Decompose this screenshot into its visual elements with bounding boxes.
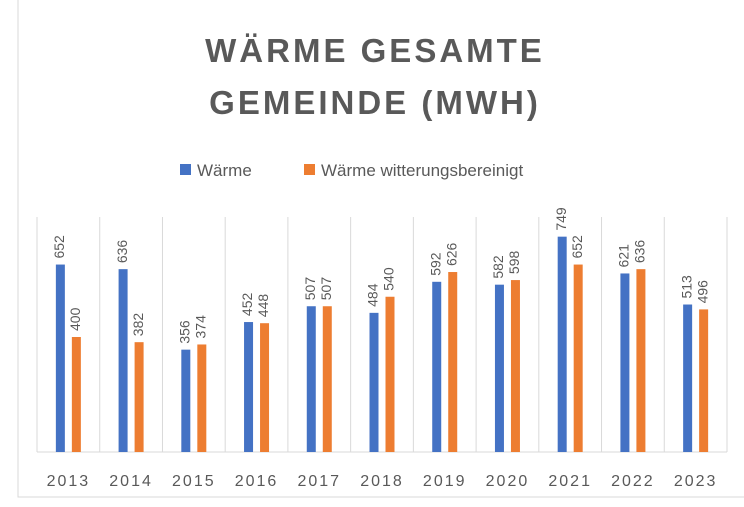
- legend-swatch: [304, 164, 315, 175]
- bar: [636, 269, 646, 452]
- data-label: 626: [443, 242, 459, 266]
- bar: [134, 342, 144, 452]
- data-label: 598: [506, 251, 522, 275]
- bar: [573, 264, 583, 452]
- bar: [494, 284, 504, 452]
- bar: [369, 312, 379, 452]
- bar: [181, 349, 191, 452]
- bar: [244, 322, 254, 452]
- data-label: 484: [365, 283, 381, 307]
- bar: [260, 323, 270, 452]
- bar: [197, 344, 207, 452]
- x-tick-label: 2023: [674, 473, 718, 490]
- x-tick-label: 2018: [360, 473, 404, 490]
- data-label: 507: [302, 277, 318, 301]
- data-label: 382: [130, 313, 146, 337]
- x-tick-label: 2021: [548, 473, 592, 490]
- bar: [620, 273, 630, 452]
- bar: [322, 306, 332, 452]
- x-tick-label: 2022: [611, 473, 655, 490]
- data-label: 374: [193, 315, 209, 339]
- bar: [557, 236, 567, 452]
- bar: [385, 296, 395, 452]
- bar: [306, 306, 316, 452]
- data-label: 400: [67, 307, 83, 331]
- data-label: 356: [177, 320, 193, 344]
- bar: [683, 304, 693, 452]
- data-label: 582: [490, 255, 506, 279]
- chart-title: GEMEINDE (MWH): [209, 84, 541, 121]
- x-tick-label: 2017: [297, 473, 341, 490]
- data-label: 452: [239, 292, 255, 316]
- data-label: 621: [616, 244, 632, 268]
- chart-border: [17, 0, 744, 498]
- data-label: 496: [694, 280, 710, 304]
- bar: [510, 280, 520, 452]
- data-label: 749: [553, 207, 569, 231]
- data-label: 636: [114, 240, 130, 264]
- legend-label: Wärme: [197, 161, 252, 180]
- bar: [71, 337, 81, 452]
- x-tick-label: 2019: [423, 473, 467, 490]
- bar: [432, 281, 442, 452]
- bar: [55, 264, 65, 452]
- bar: [448, 272, 458, 452]
- x-tick-label: 2020: [486, 473, 530, 490]
- x-tick-label: 2016: [235, 473, 279, 490]
- data-label: 513: [678, 275, 694, 299]
- chart-title: WÄRME GESAMTE: [205, 32, 545, 69]
- legend-swatch: [180, 164, 191, 175]
- x-tick-label: 2013: [47, 473, 91, 490]
- data-label: 448: [255, 294, 271, 318]
- data-label: 507: [318, 277, 334, 301]
- data-label: 636: [632, 240, 648, 264]
- legend-label: Wärme witterungsbereinigt: [321, 161, 523, 180]
- bar: [118, 269, 128, 452]
- bar: [699, 309, 709, 452]
- data-label: 540: [381, 267, 397, 291]
- data-label: 592: [427, 252, 443, 276]
- data-label: 652: [569, 235, 585, 259]
- x-tick-label: 2015: [172, 473, 216, 490]
- data-label: 652: [51, 235, 67, 259]
- x-tick-label: 2014: [109, 473, 153, 490]
